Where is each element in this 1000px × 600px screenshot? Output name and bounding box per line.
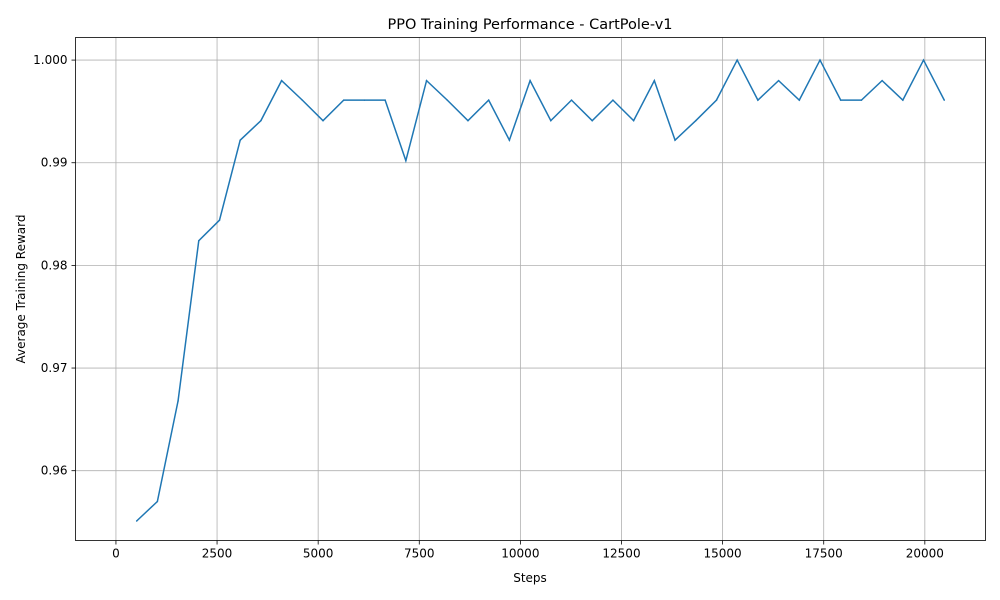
x-tick-label: 0 [112,547,120,561]
y-tick-label: 0.98 [41,258,68,272]
data-point [156,500,159,503]
x-tick-label: 5000 [303,547,334,561]
data-point [322,119,324,122]
data-point [529,79,531,82]
data-point [612,99,614,101]
y-tick-label: 1.000 [33,53,67,67]
data-point [425,79,428,82]
data-point [653,79,656,82]
x-axis-label: Steps [513,571,547,585]
data-point [632,119,635,122]
grid [75,37,986,541]
data-point [570,99,573,101]
data-point [591,119,593,122]
x-tick-label: 20000 [906,547,944,561]
x-tick-label: 12500 [602,547,640,561]
data-point [198,240,200,242]
data-point [363,99,366,101]
x-tick-label: 2500 [202,547,233,561]
x-tick-label: 7500 [404,547,435,561]
chart-title: PPO Training Performance - CartPole-v1 [387,17,672,33]
data-point [260,119,262,122]
data-point [777,79,780,82]
data-point [301,99,304,101]
data-point [405,159,407,162]
y-tick-label: 0.96 [41,464,68,478]
data-point [177,400,179,402]
x-axis: 0 2500 5000 7500 10000 12500 15000 17500 20000 [112,540,944,561]
x-tick-label: 15000 [704,547,742,561]
data-point [695,119,697,122]
data-point [860,99,863,101]
data-point [902,99,904,101]
data-point [218,219,221,221]
data-point [757,99,759,101]
y-axis-label: Average Training Reward [14,215,28,364]
data-point [239,139,241,141]
y-tick-label: 0.99 [41,156,68,170]
series-line [136,58,945,522]
x-tick-label: 10000 [501,547,539,561]
data-point [467,119,469,122]
data-point [550,119,552,122]
data-point [922,59,925,61]
data-point [674,139,676,141]
y-axis: 0.96 0.97 0.98 0.99 1.000 [33,53,76,478]
data-point [819,59,821,61]
data-point [342,99,345,101]
data-point [736,59,738,61]
data-point [280,79,283,82]
data-point [839,99,842,101]
data-point [881,79,883,82]
data-point [135,520,138,522]
data-point [715,99,718,101]
y-tick-label: 0.97 [41,361,68,375]
data-point [487,99,490,101]
x-tick-label: 17500 [805,547,843,561]
data-points [135,59,945,522]
data-point [943,99,945,101]
data-point [798,99,801,101]
data-point [384,99,386,101]
data-point [446,99,449,101]
plot-area-frame [75,37,986,541]
data-point [508,139,511,141]
